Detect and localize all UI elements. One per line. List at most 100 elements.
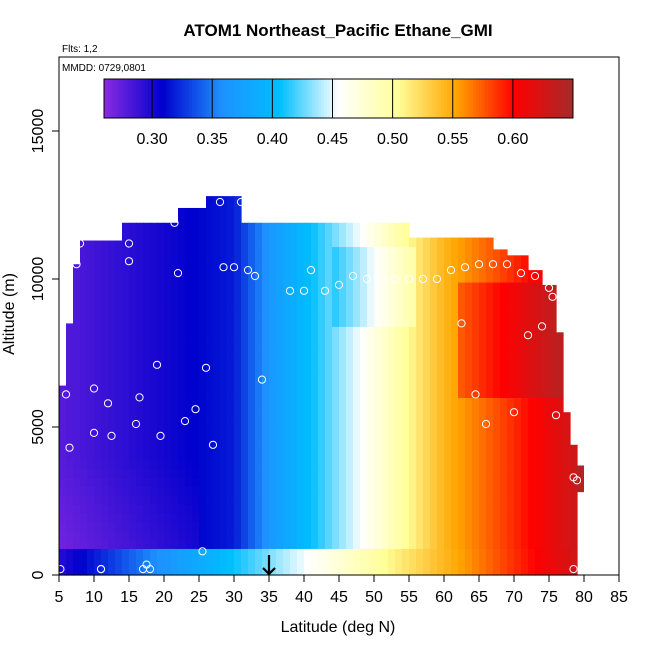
heatmap-cell-2756 [556,521,564,532]
heatmap-cell-1679 [353,370,361,381]
heatmap-cell-911 [220,361,228,372]
heatmap-cell-268 [108,299,116,310]
heatmap-cell-2327 [472,495,480,505]
heatmap-cell-2282 [465,557,473,567]
heatmap-cell-2686 [542,557,550,567]
heatmap-cell-2348 [472,308,480,319]
heatmap-cell-2278 [458,255,466,265]
heatmap-cell-2612 [521,273,529,283]
heatmap-cell-1009 [234,255,242,265]
heatmap-cell-1683 [353,335,361,345]
sample-point-4 [75,239,85,248]
heatmap-cell-2354 [472,255,480,265]
heatmap-cell-1853 [381,246,389,256]
heatmap-cell-199 [94,240,102,248]
heatmap-cell-356 [129,548,137,558]
heatmap-cell-1546 [332,486,340,496]
heatmap-cell-2049 [416,264,424,274]
heatmap-cell-1275 [283,406,291,416]
heatmap-cell-2521 [507,441,515,452]
heatmap-cell-2591 [521,459,529,470]
heatmap-cell-873 [213,317,221,327]
sample-point-36 [306,266,316,275]
heatmap-cell-6 [59,512,67,523]
colorbar-segment-22 [168,79,172,118]
heatmap-cell-1814 [374,237,382,248]
heatmap-cell-43 [66,379,74,390]
heatmap-cell-1341 [297,530,305,541]
heatmap-cell-271 [108,273,116,283]
heatmap-cell-2273 [458,299,466,310]
heatmap-cell-114 [80,317,88,327]
heatmap-cell-2481 [500,468,508,478]
heatmap-cell-2178 [444,468,452,478]
heatmap-cell-1948 [402,468,410,478]
heatmap-cell-1024 [241,503,249,514]
heatmap-cell-858 [213,450,221,461]
heatmap-cell-7 [59,503,67,514]
heatmap-cell-2100 [430,486,438,496]
heatmap-cell-2149 [437,388,445,398]
heatmap-cell-2075 [423,370,431,381]
heatmap-cell-948 [227,415,235,425]
heatmap-cell-1004 [234,299,242,310]
heatmap-cell-1093 [248,246,256,256]
heatmap-cell-1163 [262,335,270,345]
sample-point-18 [152,360,162,369]
colorbar-segment-117 [446,79,451,118]
heatmap-cell-176 [94,441,102,452]
heatmap-cell-2376 [479,397,487,407]
heatmap-cell-628 [171,264,179,274]
heatmap-cell-2716 [542,290,550,301]
sample-point-12 [124,257,134,266]
heatmap-cell-2291 [465,477,473,487]
heatmap-cell-2694 [542,486,550,496]
heatmap-cell-216 [101,424,109,434]
heatmap-cell-493 [150,397,158,407]
heatmap-cell-2218 [451,450,459,461]
heatmap-cell-2250 [458,503,466,514]
heatmap-cell-2121 [430,299,438,310]
heatmap-cell-1299 [290,548,298,558]
heatmap-cell-312 [115,246,123,256]
colorbar-segment-75 [323,79,328,118]
heatmap-cell-2444 [493,468,501,478]
heatmap-cell-1426 [311,486,319,496]
heatmap-cell-2164 [437,255,445,265]
heatmap-cell-79 [73,317,81,327]
heatmap-cell-2722 [549,530,557,541]
heatmap-cell-2786 [563,503,571,514]
heatmap-cell-1935 [395,228,403,239]
heatmap-cell-531 [157,415,165,425]
heatmap-cell-2487 [500,415,508,425]
heatmap-cell-797 [199,237,207,248]
colorbar-segment-89 [364,79,369,118]
heatmap-cell-420 [136,335,144,345]
heatmap-cell-467 [143,273,151,283]
heatmap-cell-302 [115,335,123,345]
heatmap-cell-610 [171,424,179,434]
heatmap-cell-2166 [437,237,445,248]
heatmap-cell-22 [66,566,74,576]
heatmap-cell-2664 [535,441,543,452]
heatmap-cell-334 [122,388,130,398]
heatmap-cell-1507 [325,477,333,487]
heatmap-cell-288 [115,459,123,470]
heatmap-cell-46 [66,353,74,363]
heatmap-cell-55 [73,530,81,541]
heatmap-cell-1674 [353,415,361,425]
heatmap-cell-1030 [241,450,249,461]
heatmap-cell-2517 [507,477,515,487]
heatmap-cell-2683 [535,273,543,283]
heatmap-cell-1838 [381,379,389,390]
heatmap-cell-1516 [325,397,333,407]
heatmap-cell-524 [157,477,165,487]
heatmap-cell-2411 [486,424,494,434]
heatmap-cell-315 [122,557,130,567]
heatmap-cell-1830 [381,450,389,461]
heatmap-cell-687 [185,468,193,478]
heatmap-cell-1246 [276,308,284,319]
heatmap-cell-1966 [402,308,410,319]
heatmap-cell-1122 [255,344,263,354]
heatmap-cell-1174 [262,237,270,248]
